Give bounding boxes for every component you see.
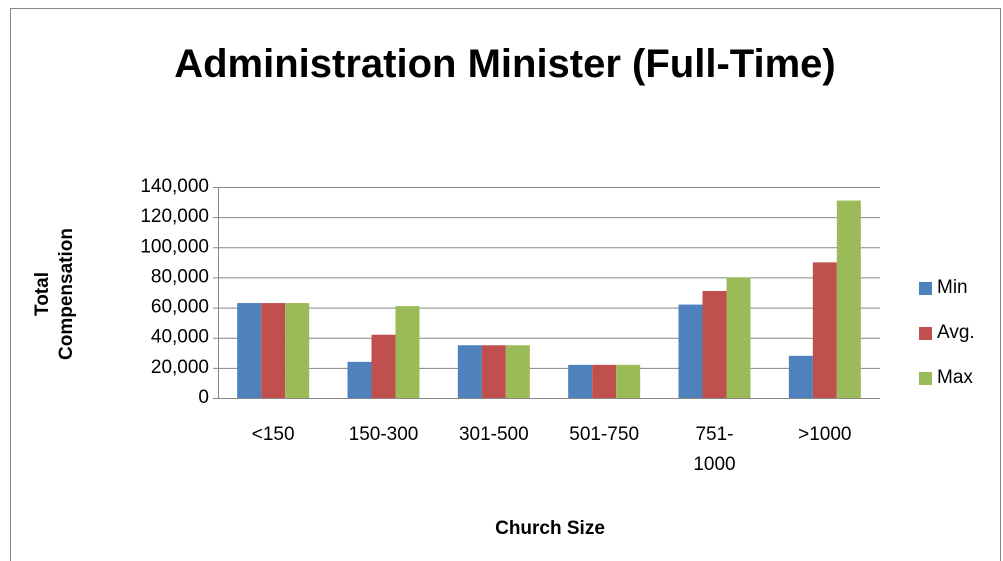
legend-label: Avg. xyxy=(937,322,975,343)
bar xyxy=(702,290,727,398)
chart-title: Administration Minister (Full-Time) xyxy=(174,42,836,86)
legend-swatch xyxy=(919,282,932,295)
bar xyxy=(592,364,617,398)
bar xyxy=(285,303,310,398)
bar xyxy=(395,306,420,398)
bar xyxy=(678,304,703,398)
legend-label: Min xyxy=(937,277,968,298)
y-tick-label: 20,000 xyxy=(151,357,209,378)
bar xyxy=(457,345,482,398)
legend-swatch xyxy=(919,327,932,340)
chart-border xyxy=(10,8,1001,561)
y-tick-label: 120,000 xyxy=(140,206,209,227)
legend-swatch xyxy=(919,372,932,385)
bar xyxy=(726,277,751,398)
bar xyxy=(371,334,396,398)
bar xyxy=(481,345,506,398)
y-axis-title: Total Compensation xyxy=(32,228,77,360)
bar xyxy=(505,345,530,398)
bar xyxy=(261,303,286,398)
x-tick-label: 150-300 xyxy=(348,424,419,445)
bar xyxy=(616,364,641,398)
x-tick-label: 301-500 xyxy=(458,424,529,445)
y-tick-label: 140,000 xyxy=(140,176,209,197)
x-tick-label: >1000 xyxy=(798,424,852,445)
legend-label: Max xyxy=(937,367,973,388)
bar xyxy=(836,200,861,398)
y-tick-label: 100,000 xyxy=(140,236,209,257)
bar xyxy=(568,364,593,398)
x-tick-label: 501-750 xyxy=(569,424,640,445)
bar xyxy=(812,262,837,398)
y-tick-label: 80,000 xyxy=(151,266,209,287)
y-tick-label: 60,000 xyxy=(151,297,209,318)
bar xyxy=(347,361,372,398)
x-tick-label: <150 xyxy=(251,424,295,445)
x-axis-title: Church Size xyxy=(495,518,605,539)
x-tick-label: 751-1000 xyxy=(693,424,736,475)
y-tick-label: 40,000 xyxy=(151,327,209,348)
bar xyxy=(237,303,262,398)
bar xyxy=(788,355,813,398)
y-tick-label: 0 xyxy=(198,387,209,408)
